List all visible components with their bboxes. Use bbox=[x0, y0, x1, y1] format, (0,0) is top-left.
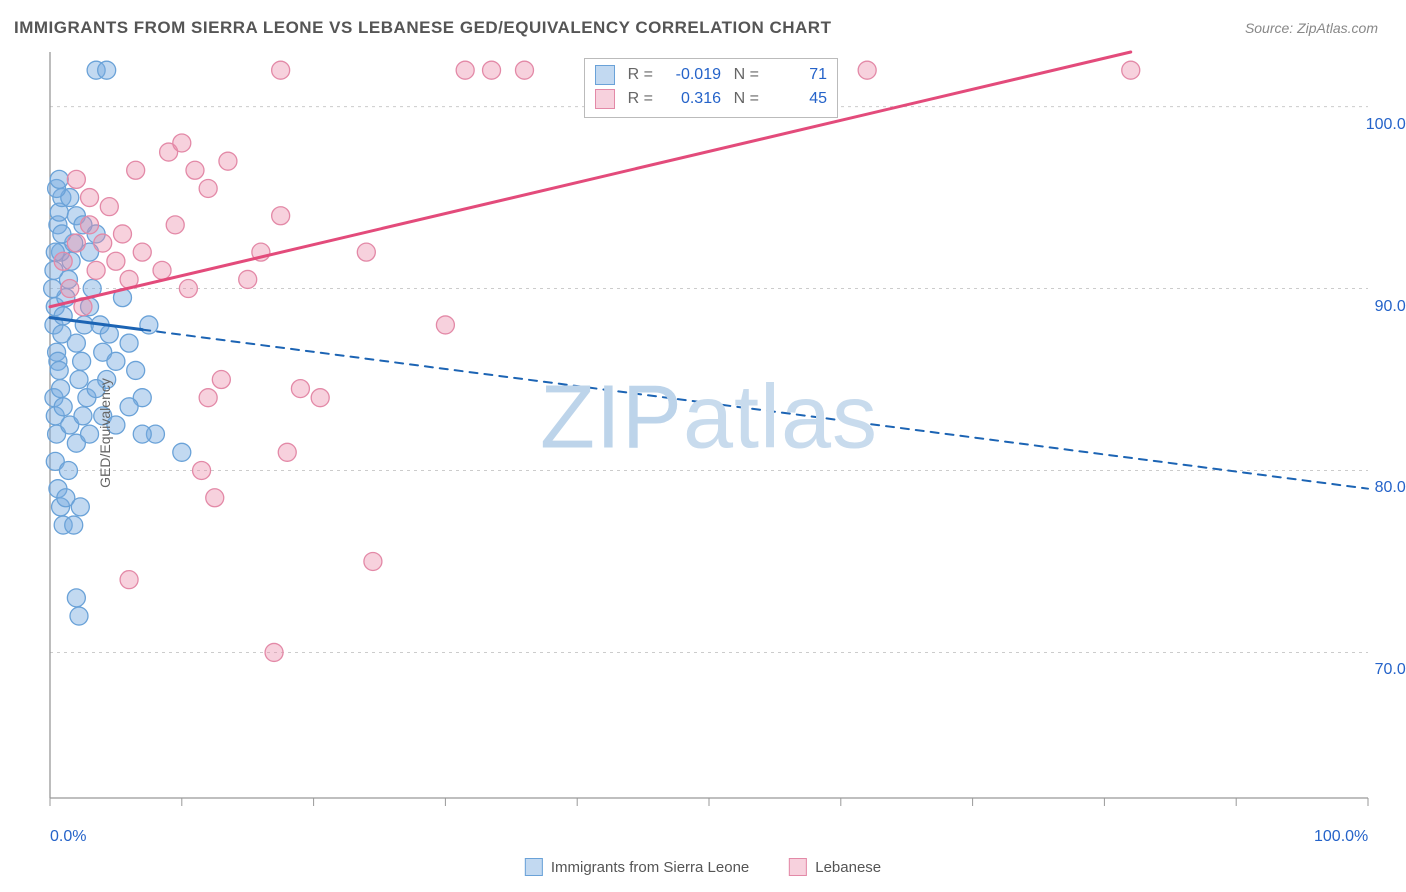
legend-swatch bbox=[525, 858, 543, 876]
x-tick-label: 0.0% bbox=[50, 828, 86, 846]
chart-svg bbox=[44, 48, 1374, 818]
series-swatch bbox=[595, 89, 615, 109]
y-tick-label: 80.0% bbox=[1375, 479, 1406, 497]
y-tick-label: 100.0% bbox=[1366, 116, 1406, 134]
y-tick-label: 70.0% bbox=[1375, 661, 1406, 679]
legend-item: Immigrants from Sierra Leone bbox=[525, 858, 749, 876]
x-tick-label: 100.0% bbox=[1314, 828, 1368, 846]
chart-title: IMMIGRANTS FROM SIERRA LEONE VS LEBANESE… bbox=[14, 18, 831, 38]
y-axis-label: GED/Equivalency bbox=[97, 378, 113, 488]
legend-item: Lebanese bbox=[789, 858, 881, 876]
legend-label: Lebanese bbox=[815, 859, 881, 876]
y-tick-label: 90.0% bbox=[1375, 298, 1406, 316]
bottom-legend: Immigrants from Sierra Leone Lebanese bbox=[525, 858, 881, 876]
series-swatch bbox=[595, 65, 615, 85]
legend-swatch bbox=[789, 858, 807, 876]
correlation-info-box: R =-0.019N =71R =0.316N =45 bbox=[584, 58, 838, 118]
info-row: R =-0.019N =71 bbox=[595, 63, 827, 87]
legend-label: Immigrants from Sierra Leone bbox=[551, 859, 749, 876]
source-label: Source: ZipAtlas.com bbox=[1245, 20, 1378, 36]
plot-area: GED/Equivalency ZIPatlas R =-0.019N =71R… bbox=[44, 48, 1374, 818]
info-row: R =0.316N =45 bbox=[595, 87, 827, 111]
